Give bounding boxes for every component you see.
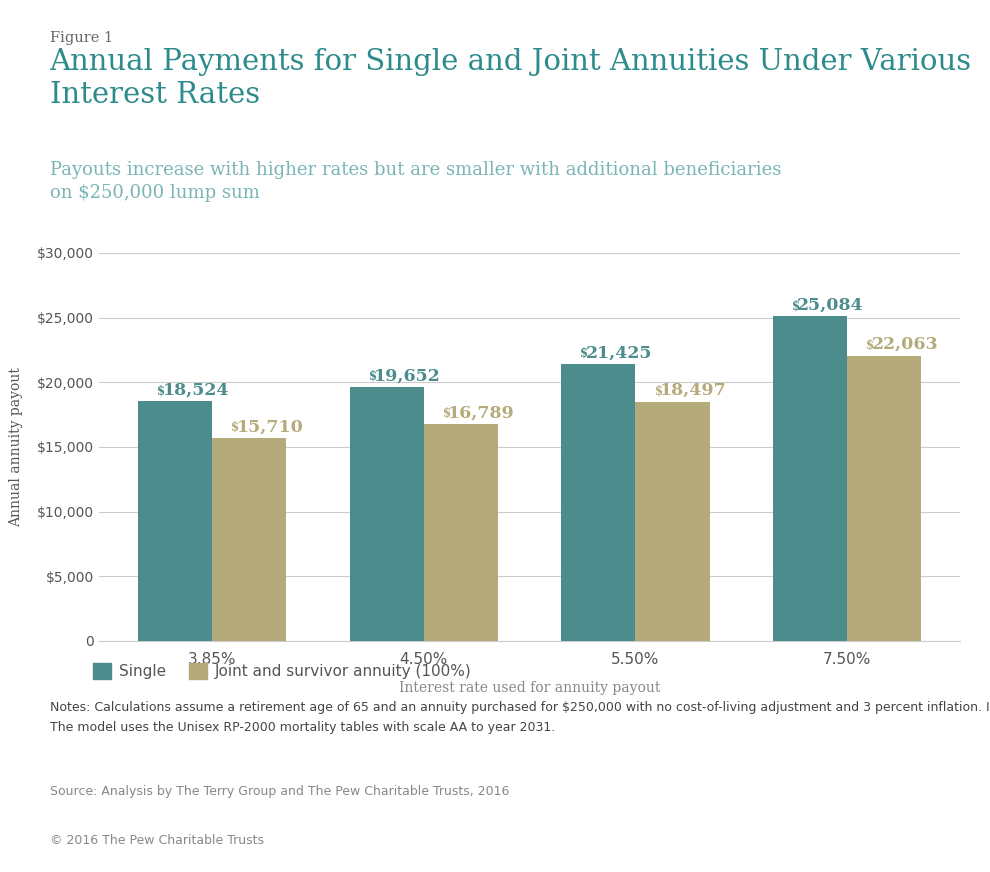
Text: Notes: Calculations assume a retirement age of 65 and an annuity purchased for $: Notes: Calculations assume a retirement … [50,701,990,734]
Text: $: $ [369,370,377,383]
Text: 18,524: 18,524 [162,382,229,399]
Text: 19,652: 19,652 [374,367,441,385]
Text: $: $ [443,406,451,419]
Text: 25,084: 25,084 [797,296,864,314]
Text: Source: Analysis by The Terry Group and The Pew Charitable Trusts, 2016: Source: Analysis by The Terry Group and … [50,785,509,798]
Text: $: $ [792,299,800,312]
Text: Annual Payments for Single and Joint Annuities Under Various
Interest Rates: Annual Payments for Single and Joint Ann… [50,48,971,110]
Y-axis label: Annual annuity payout: Annual annuity payout [9,367,23,527]
Text: $: $ [654,385,662,398]
Text: 16,789: 16,789 [448,405,515,421]
X-axis label: Interest rate used for annuity payout: Interest rate used for annuity payout [399,681,660,695]
Text: $: $ [580,347,589,359]
Legend: Single, Joint and survivor annuity (100%): Single, Joint and survivor annuity (100%… [87,657,478,685]
Bar [847,356,921,641]
Text: Payouts increase with higher rates but are smaller with additional beneficiaries: Payouts increase with higher rates but a… [50,161,781,201]
Text: 21,425: 21,425 [586,344,652,361]
Bar [636,402,710,641]
Bar [212,438,286,641]
Text: 22,063: 22,063 [871,336,939,353]
Bar [424,424,498,641]
Text: $: $ [866,338,874,351]
Bar [773,317,847,641]
Text: $: $ [157,385,165,397]
Text: Figure 1: Figure 1 [50,31,113,44]
Bar [561,364,636,641]
Text: © 2016 The Pew Charitable Trusts: © 2016 The Pew Charitable Trusts [50,834,263,847]
Bar [349,386,424,641]
Text: 18,497: 18,497 [659,382,727,399]
Text: 15,710: 15,710 [237,419,303,435]
Text: $: $ [232,420,240,433]
Bar [139,401,212,641]
